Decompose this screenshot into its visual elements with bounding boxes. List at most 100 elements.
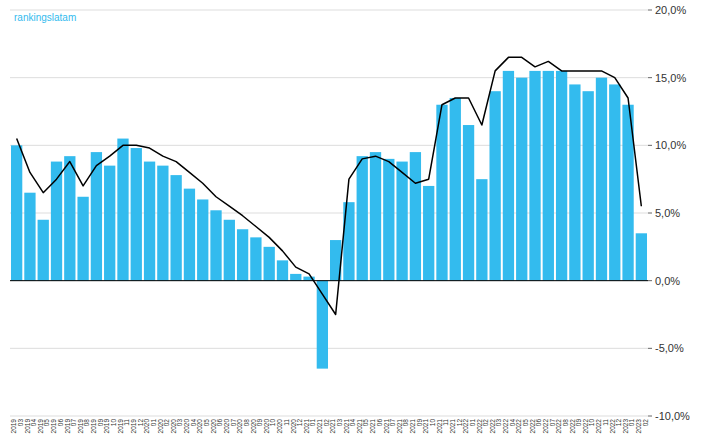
tick-label: 202208	[555, 419, 569, 434]
tick-label: 202012	[289, 419, 303, 434]
y-grid	[10, 10, 648, 416]
bar	[77, 197, 88, 281]
tick-mark	[648, 77, 652, 78]
tick-label: 202211	[595, 419, 609, 434]
bar	[636, 233, 647, 280]
tick-label: -5,0%	[655, 342, 684, 354]
bar	[529, 71, 540, 281]
bar	[357, 156, 368, 281]
tick-label: 201903	[10, 419, 24, 434]
bar	[489, 91, 500, 280]
bar	[170, 175, 181, 281]
tick-label: 202110	[422, 419, 436, 434]
tick-mark	[648, 416, 652, 417]
bar	[609, 84, 620, 280]
bar	[569, 84, 580, 280]
tick-label: 202103	[329, 419, 343, 434]
chart: -10,0%-5,0%0,0%5,0%10,0%15,0%20,0%201903…	[0, 0, 704, 446]
bar	[104, 166, 115, 281]
bar	[264, 247, 275, 281]
tick-label: 202006	[209, 419, 223, 434]
tick-label: 202109	[409, 419, 423, 434]
bar	[38, 220, 49, 281]
bar	[11, 145, 22, 280]
bar	[503, 71, 514, 281]
grid-line	[10, 416, 648, 417]
bar	[290, 274, 301, 281]
tick-label: 201908	[76, 419, 90, 434]
bar	[556, 71, 567, 281]
bar	[224, 220, 235, 281]
bar	[64, 156, 75, 281]
tick-label: 202301	[621, 419, 635, 434]
tick-label: 201909	[90, 419, 104, 434]
bar	[184, 189, 195, 281]
tick-label: 202112	[449, 419, 463, 434]
tick-mark	[648, 10, 652, 11]
tick-label: 201910	[103, 419, 117, 434]
grid-line	[10, 280, 648, 281]
bar	[596, 78, 607, 281]
tick-label: 201907	[63, 419, 77, 434]
bar	[237, 229, 248, 280]
tick-label: 202205	[515, 419, 529, 434]
watermark: rankingslatam	[14, 12, 76, 23]
tick-label: 15,0%	[655, 72, 686, 84]
bar	[450, 98, 461, 281]
bar	[250, 237, 261, 280]
bar	[277, 260, 288, 280]
tick-label: 202104	[342, 419, 356, 434]
bar	[157, 166, 168, 281]
bar	[370, 152, 381, 281]
tick-label: 202202	[475, 419, 489, 434]
tick-label: 202212	[608, 419, 622, 434]
tick-label: 202204	[502, 419, 516, 434]
tick-label: 201912	[130, 419, 144, 434]
tick-label: 201911	[116, 419, 129, 434]
x-axis: 2019032019042019052019062019072019082019…	[10, 419, 648, 434]
tick-label: 202108	[395, 419, 409, 434]
tick-label: 202210	[581, 419, 595, 434]
tick-label: 202003	[169, 419, 183, 434]
tick-label: -10,0%	[655, 410, 690, 422]
bar	[131, 148, 142, 281]
tick-label: 202102	[316, 419, 330, 434]
tick-label: 202203	[488, 419, 502, 434]
bar	[383, 159, 394, 281]
tick-label: 202201	[462, 419, 476, 434]
bar	[463, 125, 474, 281]
bar	[144, 162, 155, 281]
tick-label: 202004	[183, 419, 197, 434]
line	[17, 57, 642, 314]
grid-line	[10, 348, 648, 349]
bar	[197, 199, 208, 280]
bar	[476, 179, 487, 281]
tick-label-line: 02	[641, 419, 648, 427]
bar	[583, 91, 594, 280]
plot-area	[11, 57, 647, 368]
tick-mark	[648, 348, 652, 349]
bar	[410, 152, 421, 281]
tick-label: 202005	[196, 419, 210, 434]
tick-label: 0,0%	[655, 275, 680, 287]
tick-label: 202106	[369, 419, 383, 434]
tick-label: 202111	[435, 419, 449, 434]
y-axis: -10,0%-5,0%0,0%5,0%10,0%15,0%20,0%	[648, 4, 690, 422]
tick-mark	[648, 280, 652, 281]
tick-label: 201904	[23, 419, 37, 434]
tick-label: 202011	[276, 419, 290, 434]
bar	[516, 78, 527, 281]
bar	[117, 139, 128, 281]
tick-label: 201906	[50, 419, 64, 434]
tick-label: 202010	[262, 419, 276, 434]
bar	[396, 162, 407, 281]
tick-label: 202008	[236, 419, 250, 434]
bar	[423, 186, 434, 281]
grid-line	[10, 10, 648, 11]
tick-mark	[648, 145, 652, 146]
tick-label: 202009	[249, 419, 262, 434]
tick-label: 10,0%	[655, 139, 686, 151]
bar	[24, 193, 35, 281]
tick-label: 20,0%	[655, 4, 686, 16]
bar	[543, 71, 554, 281]
